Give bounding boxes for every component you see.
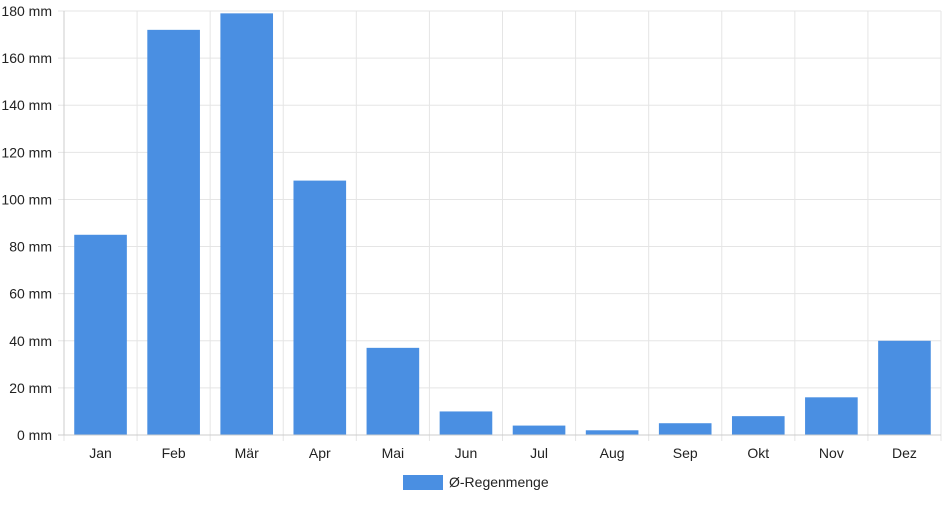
bar	[878, 340, 931, 435]
x-tick-label: Feb	[162, 445, 186, 461]
x-tick-label: Nov	[819, 445, 844, 461]
x-tick-label: Apr	[309, 445, 331, 461]
bar	[293, 180, 347, 435]
x-tick-label: Mai	[382, 445, 405, 461]
legend-label: Ø-Regenmenge	[449, 474, 549, 490]
label-layer: 0 mm 20 mm 40 mm 60 mm 80 mm 100 mm 120 mm 140 …	[1, 3, 916, 461]
bar	[805, 397, 858, 435]
chart-legend[interactable]: Ø-Regenmenge	[403, 473, 549, 491]
x-tick-label: Jul	[530, 445, 548, 461]
bar	[74, 234, 127, 435]
x-tick-label: Sep	[673, 445, 698, 461]
bar	[220, 13, 274, 435]
axis-layer	[58, 11, 941, 436]
y-tick-label: 100 mm	[1, 191, 52, 207]
bar	[512, 425, 566, 435]
bar	[366, 347, 420, 435]
x-tick-label: Jan	[89, 445, 112, 461]
bar	[731, 416, 785, 435]
y-tick-label: 0 mm	[17, 427, 52, 443]
y-tick-label: 40 mm	[9, 333, 52, 349]
y-tick-label: 60 mm	[9, 286, 52, 302]
bar-layer	[74, 13, 931, 435]
x-tick-label: Jun	[455, 445, 478, 461]
y-tick-label: 160 mm	[1, 50, 52, 66]
y-tick-label: 80 mm	[9, 239, 52, 255]
y-tick-label: 180 mm	[1, 3, 52, 19]
y-tick-label: 140 mm	[1, 97, 52, 113]
bar	[439, 411, 493, 435]
x-tick-label: Aug	[600, 445, 625, 461]
x-tick-label: Dez	[892, 445, 917, 461]
bar	[658, 423, 712, 435]
x-tick-label: Okt	[747, 445, 769, 461]
bar	[585, 430, 639, 435]
y-tick-label: 20 mm	[9, 380, 52, 396]
x-tick-label: Mär	[235, 445, 259, 461]
bar	[147, 29, 200, 435]
legend-swatch	[403, 474, 443, 490]
y-tick-label: 120 mm	[1, 144, 52, 160]
